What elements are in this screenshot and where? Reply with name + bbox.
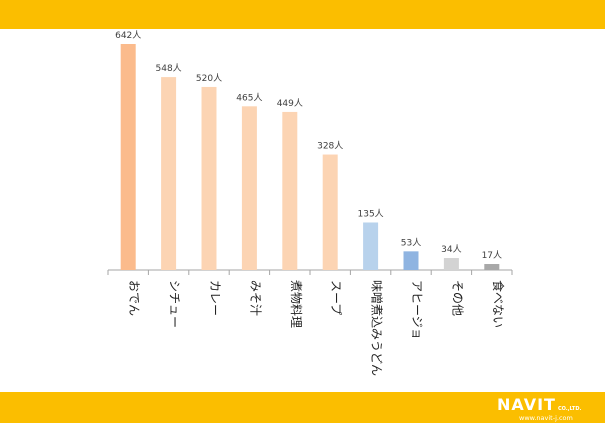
bar-4 (241, 106, 257, 270)
category-label-7: 味噌煮込みうどん (370, 280, 384, 376)
value-label-6: 328人 (317, 141, 343, 152)
value-label-3: 520人 (196, 73, 222, 84)
bar-8 (403, 251, 419, 270)
value-label-8: 53人 (401, 237, 421, 248)
bar-3 (201, 86, 217, 270)
logo-url: www.navit-j.com (519, 414, 573, 422)
value-label-10: 17人 (482, 250, 502, 261)
value-label-9: 34人 (441, 244, 461, 255)
bar-5 (282, 111, 298, 270)
bar-1 (120, 44, 136, 270)
bar-9 (443, 258, 459, 270)
category-label-9: その他 (450, 280, 464, 316)
category-label-4: みそ汁 (248, 280, 262, 316)
value-label-5: 449人 (277, 98, 303, 109)
bar-10 (484, 264, 500, 270)
value-label-2: 548人 (156, 63, 182, 74)
category-label-6: スープ (329, 280, 343, 315)
category-label-5: 煮物料理 (289, 280, 303, 328)
category-label-10: 食べない (491, 280, 506, 328)
category-label-2: シチュー (168, 280, 182, 328)
logo-suffix: CO.,LTD. (557, 406, 582, 412)
header-band (0, 0, 605, 29)
footer-band (0, 392, 605, 423)
category-label-1: おでん (127, 280, 141, 316)
value-label-4: 465人 (236, 92, 262, 103)
category-label-8: アヒージョ (410, 280, 424, 340)
bar-6 (322, 154, 338, 270)
category-label-3: カレー (208, 280, 222, 316)
bar-2 (161, 77, 177, 271)
logo-main-text: NAVIT (497, 395, 556, 414)
value-label-7: 135人 (358, 208, 384, 219)
navit-logo: NAVIT CO.,LTD. www.navit-j.com (497, 395, 593, 423)
bar-7 (363, 222, 379, 270)
value-label-1: 642人 (115, 30, 141, 41)
